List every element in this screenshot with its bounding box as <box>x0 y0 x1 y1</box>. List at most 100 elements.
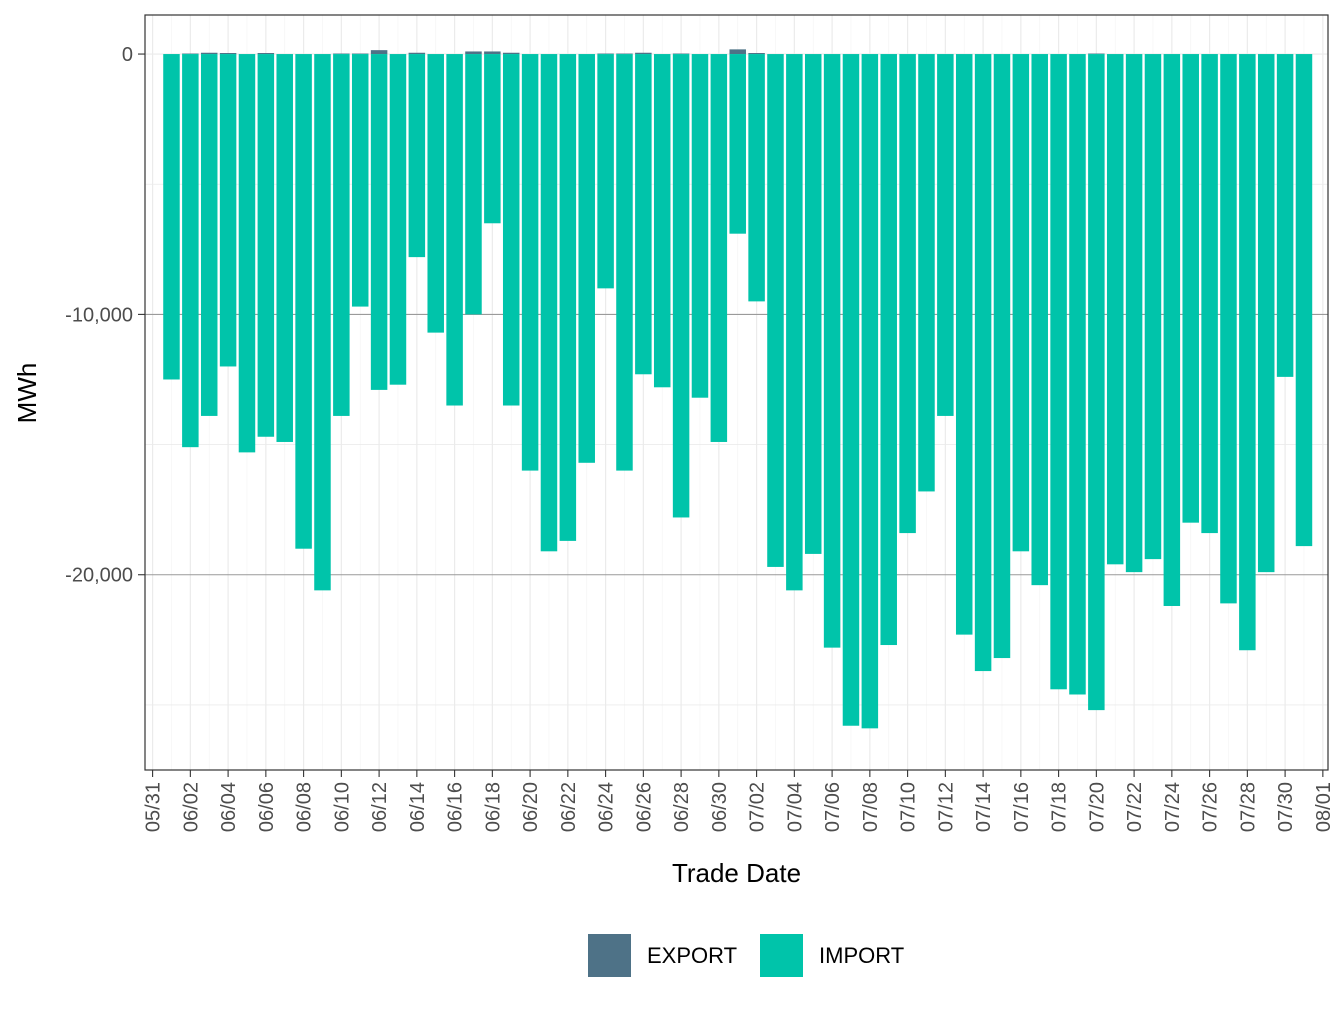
bar-import: 06/26 IMPORT: -12300 <box>635 54 652 375</box>
x-tick-label: 06/20 <box>520 782 542 832</box>
bar-import: 07/30 IMPORT: -12400 <box>1276 54 1294 377</box>
bar-import: 06/13 IMPORT: -12700 <box>389 54 407 385</box>
panel-border <box>144 14 1329 771</box>
x-tick-label: 07/30 <box>1275 782 1297 832</box>
bar-import: 06/15 IMPORT: -10700 <box>427 54 444 333</box>
bar-import: 06/30 IMPORT: -14900 <box>710 54 728 442</box>
bar-import: 06/25 IMPORT: -16000 <box>616 54 633 471</box>
bar-import: 07/01 IMPORT: -6900 <box>729 54 746 234</box>
x-tick-label: 06/12 <box>369 782 391 832</box>
x-tick-label: 07/06 <box>822 782 844 832</box>
bar-import: 06/22 IMPORT: -18700 <box>559 54 577 541</box>
bar-import: 06/04 IMPORT: -12000 <box>219 54 237 367</box>
legend: EXPORT IMPORT <box>588 934 904 977</box>
bar-import: 07/07 IMPORT: -25800 <box>842 54 860 726</box>
bar-export: 06/11 EXPORT: 20 <box>351 53 369 55</box>
bar-import: 07/28 IMPORT: -22900 <box>1239 54 1256 651</box>
x-tick-label: 07/24 <box>1162 782 1184 832</box>
bar-import: 06/05 IMPORT: -15300 <box>238 54 256 453</box>
bar-import: 07/27 IMPORT: -21100 <box>1220 54 1237 604</box>
bar-import: 06/06 IMPORT: -14700 <box>257 54 275 437</box>
x-tick-label: 07/16 <box>1011 782 1033 832</box>
x-tick-label: 06/16 <box>445 782 467 832</box>
bar-export: 06/18 EXPORT: 100 <box>484 51 501 55</box>
x-tick-label: 06/22 <box>558 782 580 832</box>
bar-import: 06/27 IMPORT: -12800 <box>653 54 671 388</box>
bar-import: 07/06 IMPORT: -22800 <box>823 54 841 648</box>
legend-label-import: IMPORT <box>819 943 904 968</box>
bar-export: 06/25 EXPORT: 20 <box>616 53 633 55</box>
bar-import: 07/29 IMPORT: -19900 <box>1257 54 1275 573</box>
bar-export: 06/02 EXPORT: 20 <box>182 53 199 55</box>
bar-export: 06/17 EXPORT: 100 <box>465 51 482 55</box>
bar-export: 07/02 EXPORT: 40 <box>748 53 765 55</box>
bar-import: 06/11 IMPORT: -9700 <box>351 54 369 307</box>
x-tick-label: 07/02 <box>747 782 769 832</box>
bar-import: 06/29 IMPORT: -13200 <box>691 54 709 398</box>
legend-swatch-import <box>760 934 803 977</box>
bar-export: 07/20 EXPORT: 20 <box>1088 53 1105 55</box>
bar-export: 06/10 EXPORT: 20 <box>333 53 350 55</box>
x-tick-label: 06/18 <box>482 782 504 832</box>
bar-import: 07/17 IMPORT: -20400 <box>1031 54 1048 586</box>
bar-export: 06/28 EXPORT: 20 <box>672 53 690 55</box>
x-tick-label: 06/08 <box>294 782 316 832</box>
bar-import: 07/09 IMPORT: -22700 <box>880 54 897 646</box>
x-tick-label: 06/04 <box>218 782 240 832</box>
bar-import: 07/24 IMPORT: -21200 <box>1163 54 1181 606</box>
bar-import: 07/08 IMPORT: -25900 <box>861 54 879 729</box>
x-tick-label: 06/06 <box>256 782 278 832</box>
bar-import: 07/03 IMPORT: -19700 <box>767 54 784 567</box>
bar-export: 06/24 EXPORT: 20 <box>597 53 614 55</box>
x-tick-label: 07/14 <box>973 782 995 832</box>
bar-import: 06/19 IMPORT: -13500 <box>502 54 520 406</box>
bar-import: 07/12 IMPORT: -13900 <box>937 54 954 416</box>
x-tick-label: 07/10 <box>898 782 920 832</box>
x-tick-label: 07/28 <box>1237 782 1259 832</box>
y-tick-label: 0 <box>122 44 133 66</box>
bar-import: 07/15 IMPORT: -23200 <box>993 54 1011 659</box>
x-tick-label: 06/28 <box>671 782 693 832</box>
bar-export: 06/19 EXPORT: 50 <box>502 52 520 55</box>
x-tick-label: 08/01 <box>1313 782 1335 832</box>
x-tick-label: 06/10 <box>331 782 353 832</box>
x-axis-title: Trade Date <box>672 858 801 888</box>
y-tick-label: -20,000 <box>65 565 133 587</box>
bar-import: 06/01 IMPORT: -12500 <box>163 54 180 380</box>
bar-import: 06/09 IMPORT: -20600 <box>314 54 331 591</box>
bar-import: 06/21 IMPORT: -19100 <box>540 54 558 552</box>
x-tick-label: 05/31 <box>143 782 165 832</box>
bar-import: 07/23 IMPORT: -19400 <box>1144 54 1162 560</box>
y-tick-label: -10,000 <box>65 304 133 326</box>
bar-import: 07/18 IMPORT: -24400 <box>1050 54 1067 690</box>
x-tick-label: 07/04 <box>784 782 806 832</box>
bar-import: 07/05 IMPORT: -19200 <box>804 54 822 554</box>
bar-import: 07/22 IMPORT: -19900 <box>1125 54 1143 573</box>
y-axis: 0 -10,000 -20,000 <box>65 44 145 587</box>
bar-import: 06/23 IMPORT: -15700 <box>578 54 595 463</box>
bar-import: 07/02 IMPORT: -9500 <box>748 54 765 302</box>
bar-export: 06/03 EXPORT: 50 <box>200 52 218 55</box>
bar-import: 07/19 IMPORT: -24600 <box>1069 54 1086 695</box>
bar-import: 06/14 IMPORT: -7800 <box>408 54 426 258</box>
bar-import: 06/17 IMPORT: -10000 <box>465 54 482 315</box>
bar-export: 06/26 EXPORT: 50 <box>635 52 652 55</box>
bar-import: 06/08 IMPORT: -19000 <box>295 54 312 549</box>
bar-import: 07/26 IMPORT: -18400 <box>1201 54 1218 534</box>
bar-export: 06/12 EXPORT: 150 <box>370 50 388 55</box>
x-tick-label: 07/18 <box>1049 782 1071 832</box>
bar-import: 07/16 IMPORT: -19100 <box>1012 54 1030 552</box>
bar-import: 06/03 IMPORT: -13900 <box>200 54 218 416</box>
x-tick-label: 06/26 <box>633 782 655 832</box>
x-tick-label: 07/22 <box>1124 782 1146 832</box>
bar-import: 07/20 IMPORT: -25200 <box>1088 54 1105 711</box>
x-tick-label: 07/12 <box>935 782 957 832</box>
x-tick-label: 07/20 <box>1086 782 1108 832</box>
bar-export: 07/01 EXPORT: 180 <box>729 49 746 55</box>
bar-import: 07/11 IMPORT: -16800 <box>918 54 935 492</box>
bar-import: 06/16 IMPORT: -13500 <box>446 54 463 406</box>
bar-import: 07/25 IMPORT: -18000 <box>1182 54 1199 523</box>
